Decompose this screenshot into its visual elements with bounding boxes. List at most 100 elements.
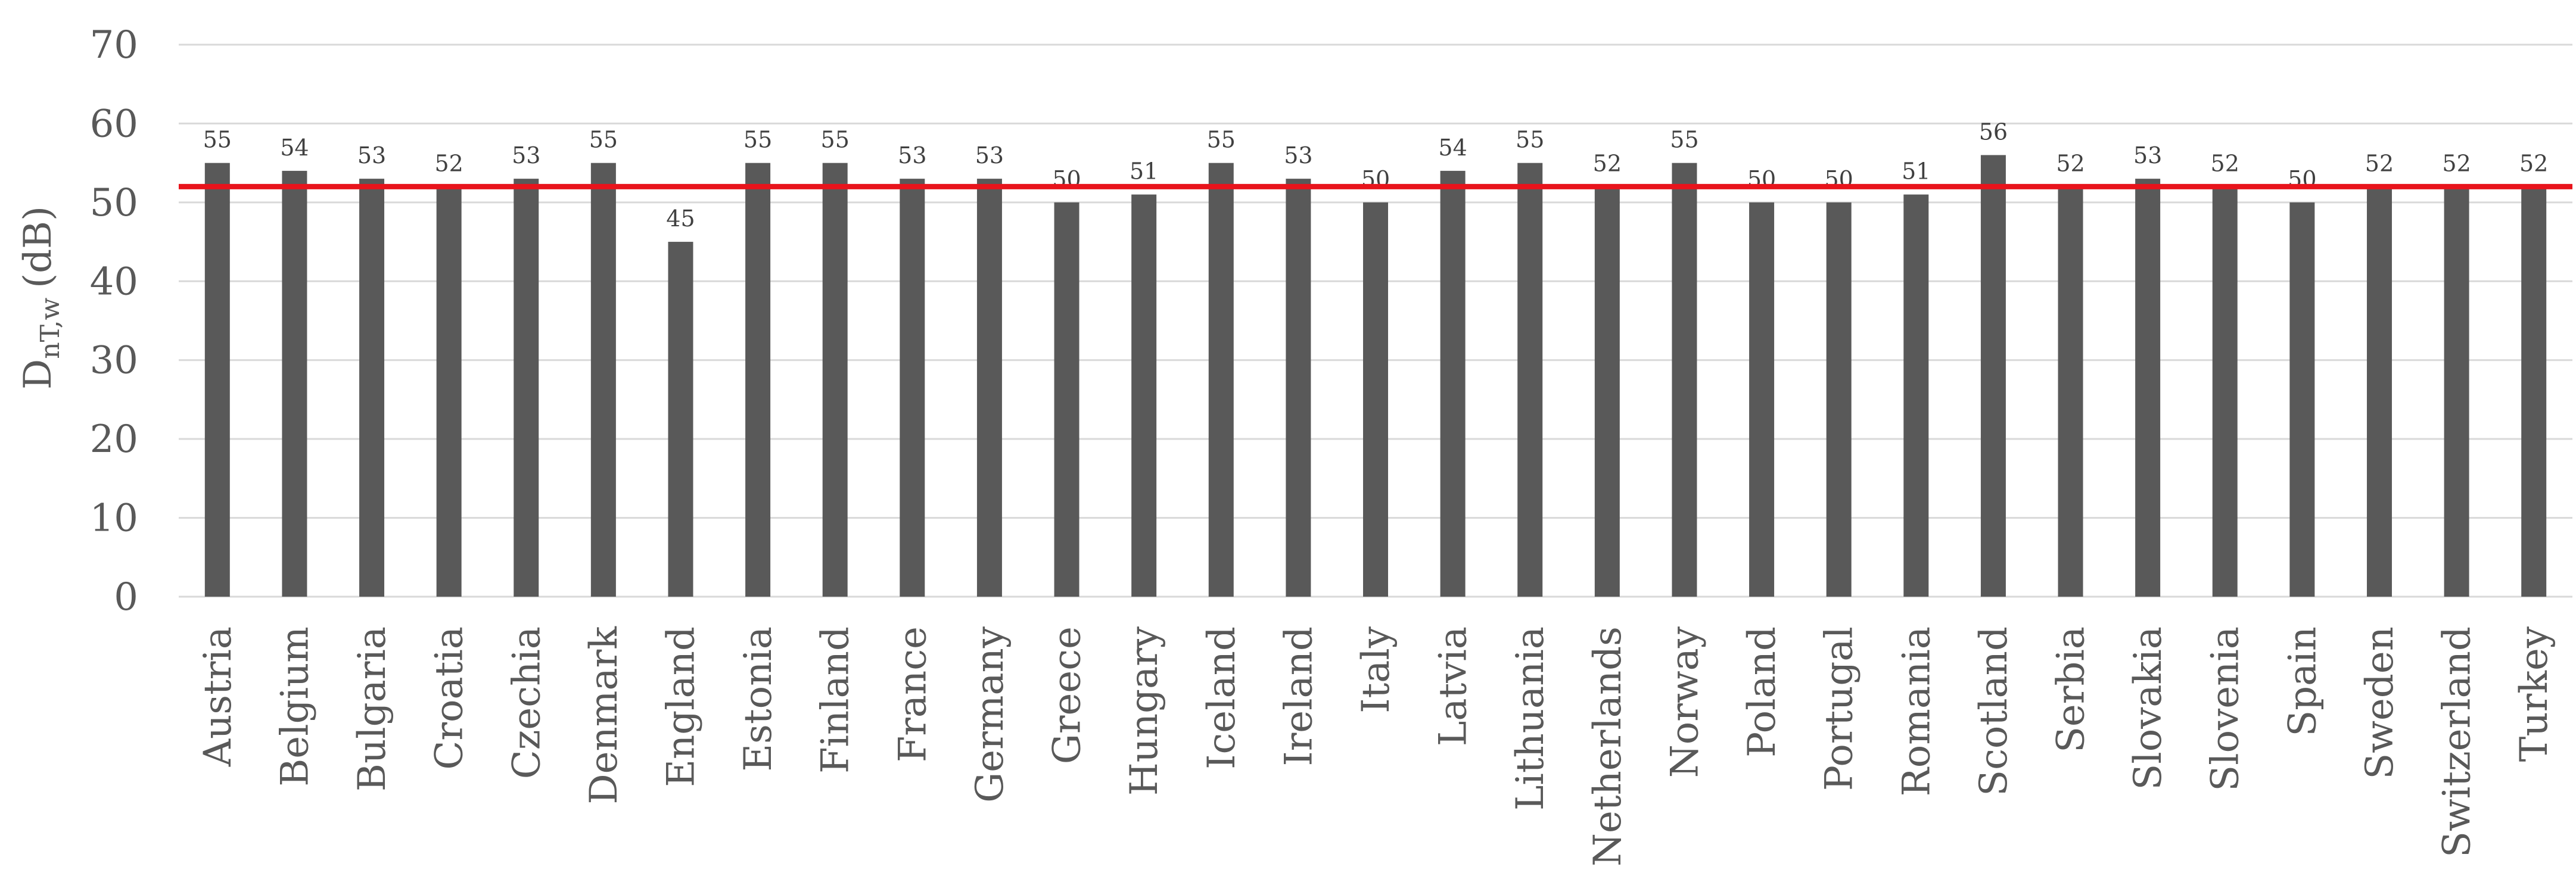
x-tick-label: Croatia bbox=[428, 626, 472, 770]
bar-slovakia bbox=[2135, 179, 2161, 597]
data-label: 53 bbox=[357, 142, 386, 169]
bar-bulgaria bbox=[359, 179, 385, 597]
data-label: 52 bbox=[2442, 150, 2471, 176]
bar-finland bbox=[822, 163, 848, 597]
y-axis-title-main: D bbox=[16, 359, 60, 389]
bar-romania bbox=[1903, 194, 1929, 597]
bar-serbia bbox=[2058, 186, 2083, 597]
x-tick-label: Austria bbox=[196, 626, 240, 767]
bar-iceland bbox=[1208, 163, 1234, 597]
data-label: 55 bbox=[821, 127, 850, 153]
data-label: 53 bbox=[512, 142, 540, 169]
x-tick-label: Scotland bbox=[1972, 626, 2016, 796]
bar-turkey bbox=[2521, 186, 2547, 597]
x-tick-label: Greece bbox=[1046, 626, 1090, 764]
data-label: 51 bbox=[1902, 158, 1930, 185]
bar-sweden bbox=[2366, 186, 2392, 597]
y-tick-label: 70 bbox=[90, 23, 138, 67]
bar-estonia bbox=[745, 163, 771, 597]
data-label: 55 bbox=[203, 127, 232, 153]
data-label: 52 bbox=[434, 150, 463, 176]
y-tick-label: 60 bbox=[90, 102, 138, 146]
bar-italy bbox=[1363, 202, 1388, 597]
data-label: 53 bbox=[1284, 142, 1312, 169]
bar-netherlands bbox=[1594, 186, 1620, 597]
y-axis-title-unit: (dB) bbox=[16, 206, 60, 288]
bar-denmark bbox=[590, 163, 616, 597]
bar-belgium bbox=[282, 170, 307, 597]
x-tick-label: Romania bbox=[1894, 626, 1939, 796]
data-label: 52 bbox=[2211, 150, 2239, 176]
x-tick-label: Finland bbox=[814, 626, 858, 774]
data-label: 51 bbox=[1130, 158, 1158, 185]
x-tick-label: Bulgaria bbox=[350, 626, 394, 791]
data-label: 55 bbox=[743, 127, 772, 153]
bar-lithuania bbox=[1517, 163, 1543, 597]
data-label: 54 bbox=[1438, 135, 1467, 161]
bar-germany bbox=[976, 179, 1002, 597]
y-axis-title: DnT,w (dB) bbox=[16, 206, 66, 389]
bar-norway bbox=[1672, 163, 1697, 597]
x-tick-label: Serbia bbox=[2049, 626, 2093, 753]
y-tick-label: 30 bbox=[90, 339, 138, 383]
bar-austria bbox=[204, 163, 230, 597]
data-label: 55 bbox=[1516, 127, 1544, 153]
data-label: 45 bbox=[666, 205, 695, 232]
data-label: 52 bbox=[2365, 150, 2394, 176]
y-axis-ticks: 0 10 20 30 40 50 60 70 bbox=[90, 23, 138, 619]
data-label: 55 bbox=[1207, 127, 1236, 153]
bar-poland bbox=[1749, 202, 1775, 597]
x-tick-label: Slovakia bbox=[2126, 626, 2170, 790]
x-tick-label: Sweden bbox=[2358, 626, 2402, 780]
data-label: 53 bbox=[898, 142, 926, 169]
x-tick-label: Germany bbox=[968, 626, 1012, 803]
y-tick-label: 10 bbox=[90, 497, 138, 541]
x-tick-label: Denmark bbox=[582, 626, 626, 805]
x-tick-label: Turkey bbox=[2512, 626, 2556, 762]
data-label: 54 bbox=[280, 135, 309, 161]
x-tick-label: Netherlands bbox=[1586, 626, 1630, 866]
data-label: 52 bbox=[1593, 150, 1622, 176]
data-label: 53 bbox=[2133, 142, 2162, 169]
y-tick-label: 0 bbox=[114, 575, 138, 619]
x-tick-label: Belgium bbox=[273, 626, 317, 787]
data-label: 55 bbox=[1670, 127, 1698, 153]
x-tick-label: Lithuania bbox=[1508, 626, 1553, 810]
x-tick-label: Hungary bbox=[1122, 626, 1166, 796]
x-tick-label: Estonia bbox=[736, 626, 780, 772]
data-label: 53 bbox=[975, 142, 1004, 169]
y-tick-label: 50 bbox=[90, 181, 138, 225]
x-tick-label: England bbox=[659, 626, 703, 787]
data-label: 55 bbox=[589, 127, 618, 153]
bar-portugal bbox=[1826, 202, 1852, 597]
x-tick-label: Slovenia bbox=[2204, 626, 2248, 791]
x-tick-label: Czechia bbox=[505, 626, 549, 779]
x-tick-label: Portugal bbox=[1818, 626, 1862, 791]
bar-switzerland bbox=[2444, 186, 2469, 597]
bar-france bbox=[900, 179, 925, 597]
y-tick-label: 40 bbox=[90, 260, 138, 304]
x-tick-label: Latvia bbox=[1432, 626, 1476, 746]
bar-greece bbox=[1054, 202, 1079, 597]
bar-england bbox=[668, 242, 693, 597]
data-label: 56 bbox=[1979, 119, 2008, 145]
bar-czechia bbox=[514, 179, 539, 597]
y-tick-label: 20 bbox=[90, 417, 138, 462]
x-tick-label: Italy bbox=[1354, 626, 1398, 713]
bar-latvia bbox=[1440, 170, 1466, 597]
bar-slovenia bbox=[2212, 186, 2238, 597]
data-label: 52 bbox=[2056, 150, 2085, 176]
x-axis-categories: Austria Belgium Bulgaria Croatia Czechia Denm… bbox=[196, 626, 2556, 866]
data-label: 52 bbox=[2519, 150, 2548, 176]
bars bbox=[204, 155, 2547, 597]
x-tick-label: Iceland bbox=[1200, 626, 1244, 769]
bar-scotland bbox=[1980, 155, 2006, 597]
bar-ireland bbox=[1286, 179, 1311, 597]
bar-spain bbox=[2289, 202, 2315, 597]
x-tick-label: France bbox=[891, 626, 935, 762]
x-tick-label: Switzerland bbox=[2435, 626, 2479, 858]
x-tick-label: Ireland bbox=[1277, 626, 1321, 766]
bar-croatia bbox=[436, 186, 462, 597]
